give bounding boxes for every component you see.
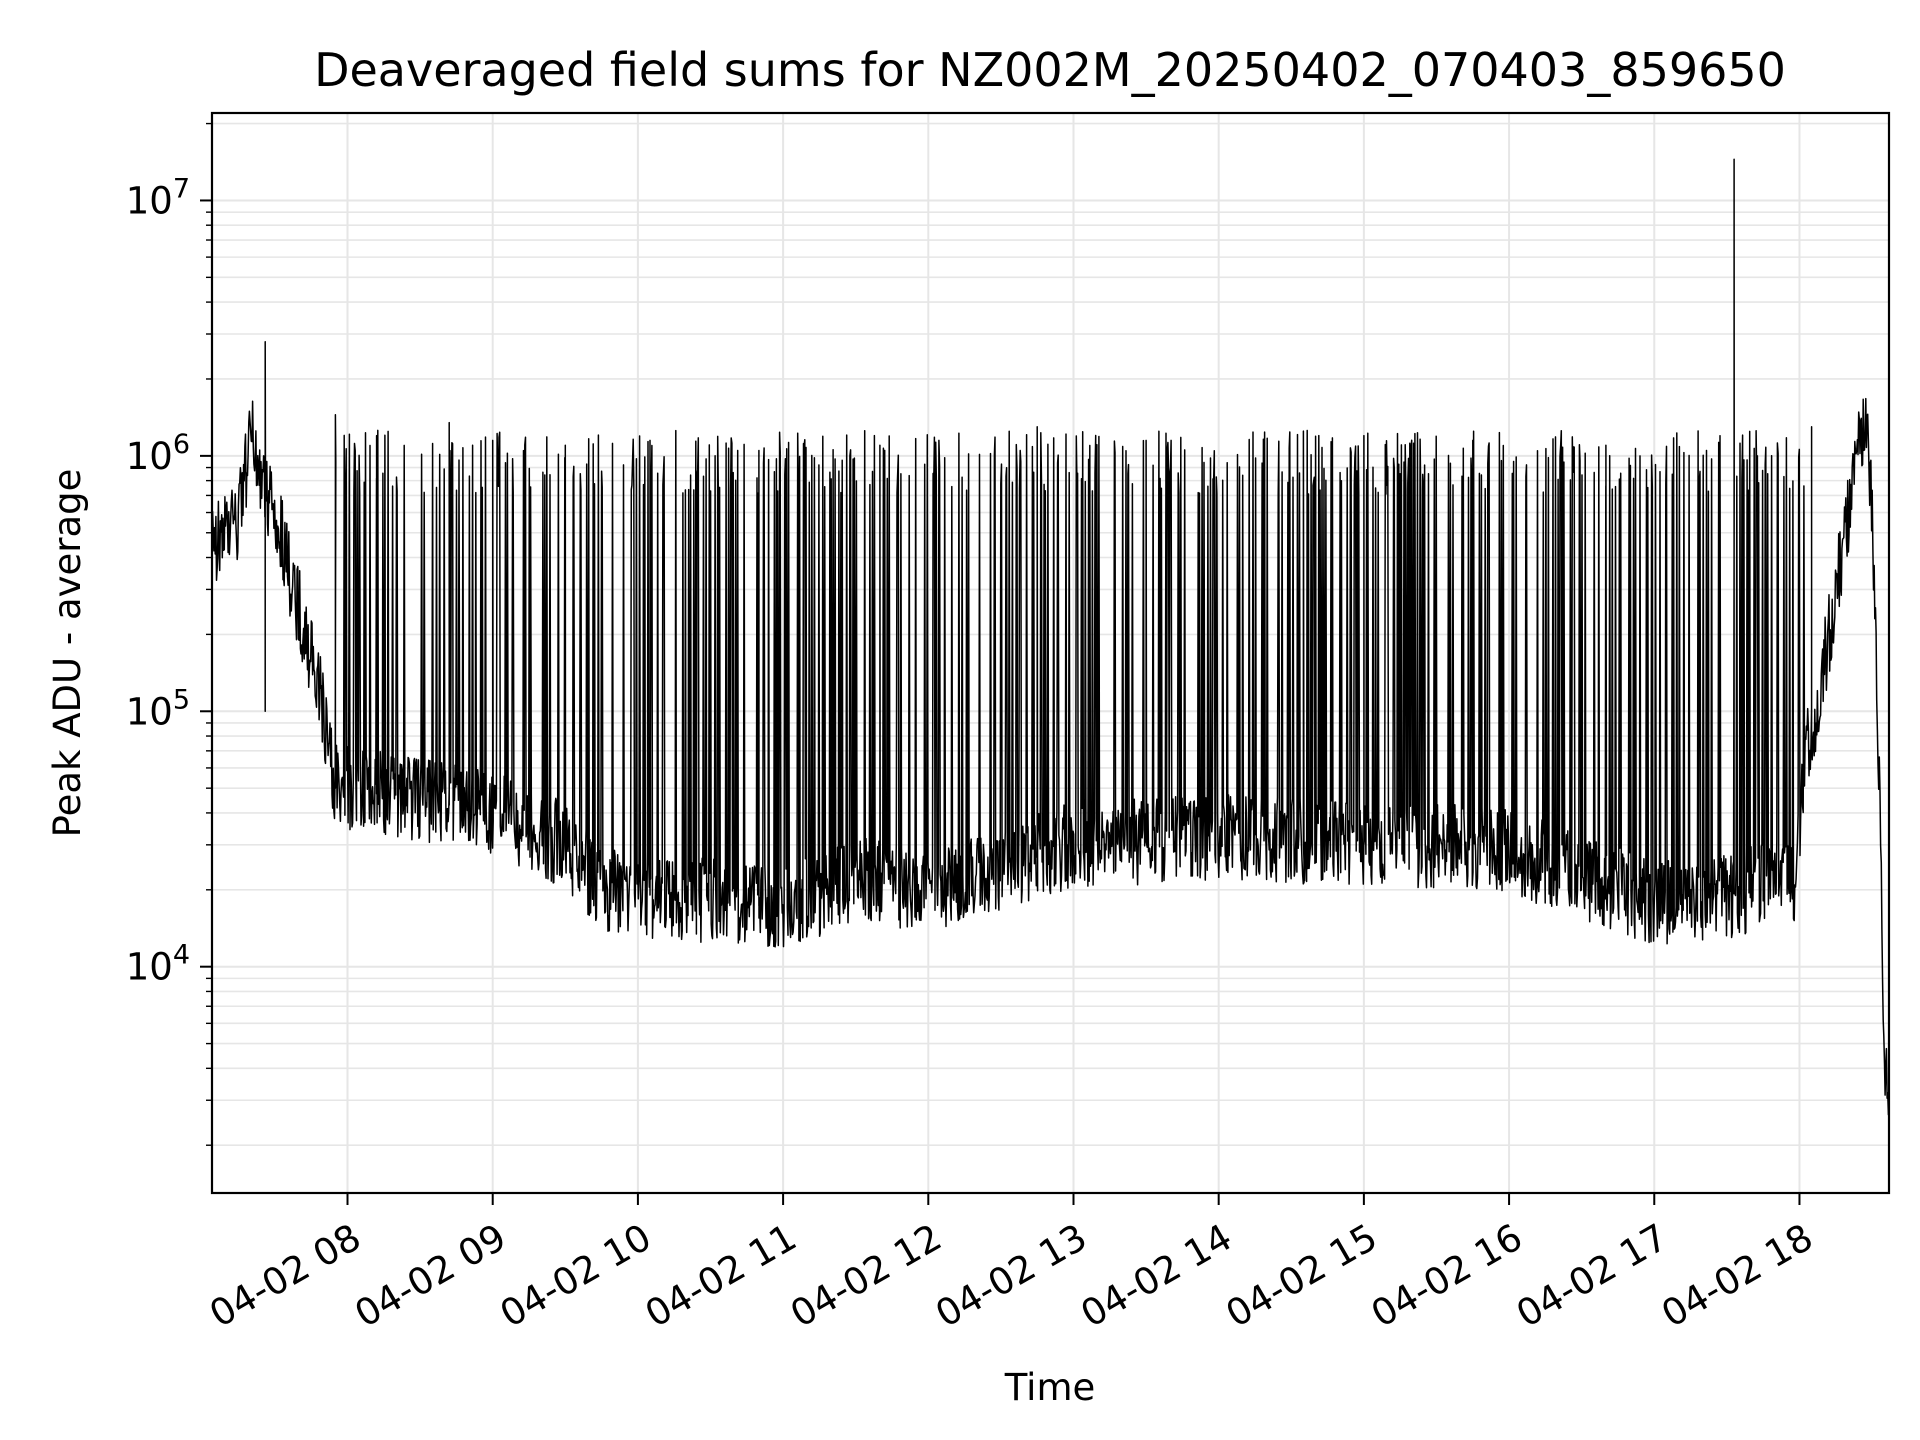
x-tick-label: 04-02 08 bbox=[202, 1216, 368, 1336]
x-tick-label: 04-02 15 bbox=[1219, 1216, 1385, 1336]
y-axis-ticks: 104 105 106 107 bbox=[126, 122, 212, 1146]
series-layer bbox=[211, 158, 1890, 1116]
x-tick-label: 04-02 17 bbox=[1509, 1216, 1675, 1336]
x-tick-label: 04-02 10 bbox=[493, 1216, 659, 1336]
y-axis-title: Peak ADU - average bbox=[46, 469, 89, 838]
plot-frame bbox=[210, 111, 1891, 1195]
x-tick-label: 04-02 14 bbox=[1074, 1216, 1240, 1336]
series-line bbox=[211, 158, 1890, 1116]
x-tick-label: 04-02 12 bbox=[783, 1216, 949, 1336]
x-tick-label: 04-02 11 bbox=[638, 1216, 804, 1336]
y-tick-label: 106 bbox=[126, 429, 190, 478]
chart-title: Deaveraged field sums for NZ002M_2025040… bbox=[314, 43, 1786, 97]
x-tick-label: 04-02 16 bbox=[1364, 1216, 1530, 1336]
x-tick-label: 04-02 18 bbox=[1654, 1216, 1820, 1336]
x-tick-label: 04-02 13 bbox=[928, 1216, 1094, 1336]
y-tick-label: 105 bbox=[126, 684, 190, 733]
y-tick-label: 107 bbox=[126, 173, 190, 222]
x-axis-title: Time bbox=[1004, 1366, 1096, 1409]
x-tick-label: 04-02 09 bbox=[348, 1216, 514, 1336]
y-tick-label: 104 bbox=[126, 940, 190, 989]
